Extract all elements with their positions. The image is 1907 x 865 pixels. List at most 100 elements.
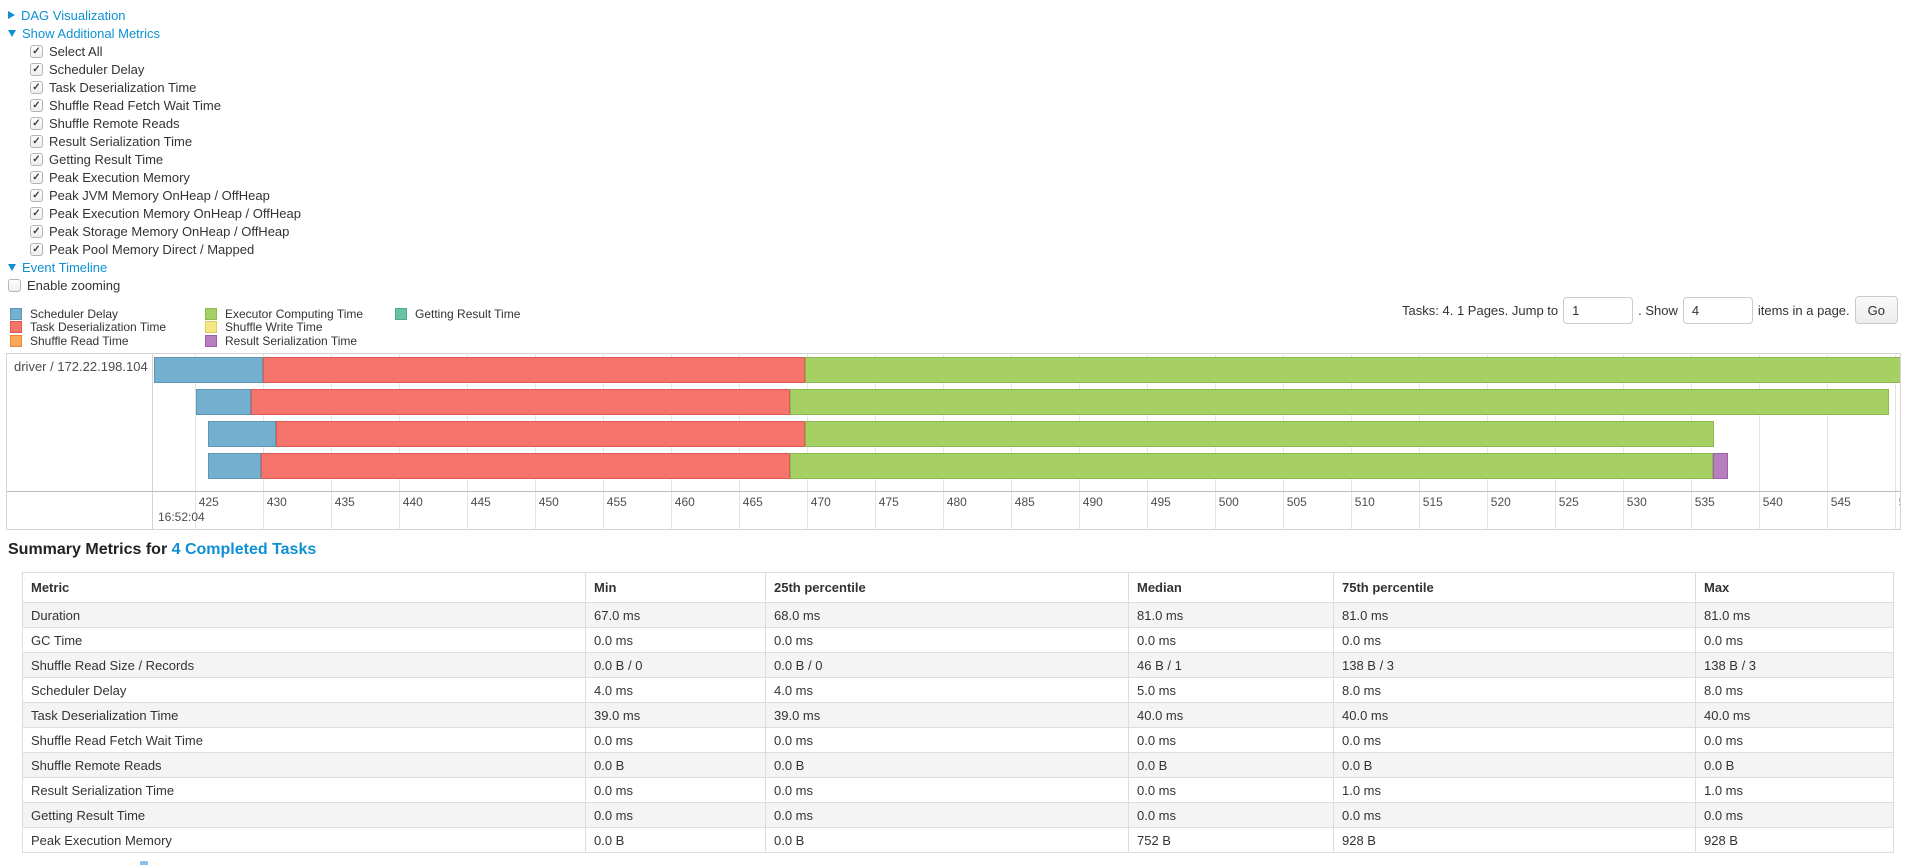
task-bar-segment-executor-computing[interactable] [805,421,1714,447]
task-bar-segment-executor-computing[interactable] [790,453,1713,479]
task-bar-segment-task-deserialization[interactable] [276,421,806,447]
metric-value-cell: 0.0 ms [1128,777,1334,803]
metric-value-cell: 0.0 ms [765,777,1129,803]
metric-checkbox[interactable]: ✓ [30,206,43,220]
metric-checkbox[interactable]: ✓ [30,44,43,58]
toggle-show-additional-metrics[interactable]: Show Additional Metrics [8,24,301,42]
metric-value-cell: 40.0 ms [1333,702,1696,728]
metric-value-cell: 1.0 ms [1333,777,1696,803]
metric-value-cell: 81.0 ms [1695,602,1894,628]
column-header: Min [585,572,766,603]
metric-checkbox[interactable]: ✓ [30,188,43,202]
metric-value-cell: 8.0 ms [1333,677,1696,703]
metric-checkbox-label: Select All [49,43,103,59]
task-bar-segment-task-deserialization[interactable] [261,453,791,479]
task-bar-segment-task-deserialization[interactable] [262,357,806,383]
timeline-tick-label: 510 [1354,495,1375,509]
metric-value-cell: 0.0 B / 0 [765,652,1129,678]
toggle-dag-visualization[interactable]: DAG Visualization [8,6,301,24]
metric-checkbox[interactable]: ✓ [30,224,43,238]
task-bar-segment-executor-computing[interactable] [790,389,1890,415]
metric-value-cell: 0.0 ms [1333,627,1696,653]
timeline-tick-label: 445 [470,495,491,509]
task-bar-segment-scheduler-delay[interactable] [154,357,263,383]
timeline-group-label: driver / 172.22.198.104 [14,359,148,374]
enable-zooming-checkbox[interactable] [8,278,21,292]
timeline-legend: Scheduler Delay Task Deserialization Time… [10,307,520,348]
timeline-tick-label: 520 [1490,495,1511,509]
metric-value-cell: 0.0 B [585,752,766,778]
metric-checkbox[interactable]: ✓ [30,116,43,130]
metric-value-cell: 0.0 ms [1128,627,1334,653]
task-bar-segment-result-serialization[interactable] [1712,453,1728,479]
metric-value-cell: 46 B / 1 [1128,652,1334,678]
table-header-row: Metric Min 25th percentile Median 75th perce… [22,572,1894,603]
timeline-tick-label: 515 [1422,495,1443,509]
completed-tasks-link[interactable]: 4 Completed Tasks [171,541,317,558]
legend-item: Getting Result Time [395,307,520,321]
metric-name-cell: Getting Result Time [22,802,586,828]
legend-column: Scheduler Delay Task Deserialization Time… [10,307,205,348]
metric-value-cell: 0.0 B [1333,752,1696,778]
metric-checkbox[interactable]: ✓ [30,134,43,148]
getting-result-swatch-icon [395,307,407,320]
metric-checkbox[interactable]: ✓ [30,80,43,94]
timeline-tick-label: 465 [742,495,763,509]
metric-checkbox-label: Peak JVM Memory OnHeap / OffHeap [49,187,270,203]
task-bar-segment-executor-computing[interactable] [805,357,1900,383]
task-deserialization-swatch-icon [10,321,22,334]
table-row: Shuffle Read Fetch Wait Time 0.0 ms 0.0 ms… [22,727,1894,753]
metric-checkbox-label: Shuffle Read Fetch Wait Time [49,97,221,113]
metric-value-cell: 8.0 ms [1695,677,1894,703]
metric-value-cell: 4.0 ms [765,677,1129,703]
legend-item-label: Result Serialization Time [225,333,358,348]
metric-name-cell: Scheduler Delay [22,677,586,703]
task-bar-segment-scheduler-delay[interactable] [208,421,277,447]
metric-checkbox[interactable]: ✓ [30,170,43,184]
metric-value-cell: 68.0 ms [765,602,1129,628]
task-bar-segment-scheduler-delay[interactable] [208,453,262,479]
timeline-tick-label: 435 [334,495,355,509]
summary-metrics-table: Metric Min 25th percentile Median 75th perce… [22,572,1894,853]
metric-checkbox[interactable]: ✓ [30,98,43,112]
metric-value-cell: 0.0 ms [585,627,766,653]
column-header: Max [1695,572,1894,603]
metric-checkbox-label: Shuffle Remote Reads [49,115,180,131]
jump-to-page-input[interactable] [1563,296,1634,324]
timeline-tick-label: 480 [946,495,967,509]
task-bar-segment-scheduler-delay[interactable] [196,389,251,415]
toggle-event-timeline[interactable]: Event Timeline [8,258,301,276]
timeline-tick-label: 530 [1626,495,1647,509]
timeline-gridline [1894,354,1896,529]
metric-checkbox-row: ✓ Result Serialization Time [30,132,301,150]
cutoff-content-below [140,861,148,865]
metric-checkbox-row: ✓ Select All [30,42,301,60]
legend-item-label: Scheduler Delay [30,306,119,321]
metric-value-cell: 928 B [1695,827,1894,853]
metric-value-cell: 67.0 ms [585,602,766,628]
metric-checkbox[interactable]: ✓ [30,242,43,256]
timeline-tick-label: 535 [1694,495,1715,509]
legend-column: Getting Result Time [395,307,520,348]
metric-name-cell: Peak Execution Memory [22,827,586,853]
shuffle-read-swatch-icon [10,334,22,347]
executor-computing-swatch-icon [205,307,217,320]
metric-checkbox-row: ✓ Peak Storage Memory OnHeap / OffHeap [30,222,301,240]
summary-heading-prefix: Summary Metrics for [8,541,172,558]
metric-checkbox[interactable]: ✓ [30,152,43,166]
pagination-suffix: items in a page. [1757,302,1850,318]
task-bar-segment-task-deserialization[interactable] [250,389,791,415]
show-additional-metrics-label: Show Additional Metrics [22,25,161,41]
chevron-right-icon [8,11,15,19]
timeline-tick-label: 540 [1762,495,1783,509]
metric-value-cell: 0.0 B / 0 [585,652,766,678]
timeline-gridline [194,354,196,529]
table-row: GC Time 0.0 ms 0.0 ms 0.0 ms 0.0 ms 0.0 ms [22,627,1894,653]
page-size-input[interactable] [1682,296,1753,324]
timeline-gridline [1758,354,1760,529]
legend-item-label: Getting Result Time [415,306,521,321]
column-header: Median [1128,572,1334,603]
legend-item: Scheduler Delay [10,307,205,321]
go-button[interactable]: Go [1854,296,1898,324]
metric-checkbox[interactable]: ✓ [30,62,43,76]
